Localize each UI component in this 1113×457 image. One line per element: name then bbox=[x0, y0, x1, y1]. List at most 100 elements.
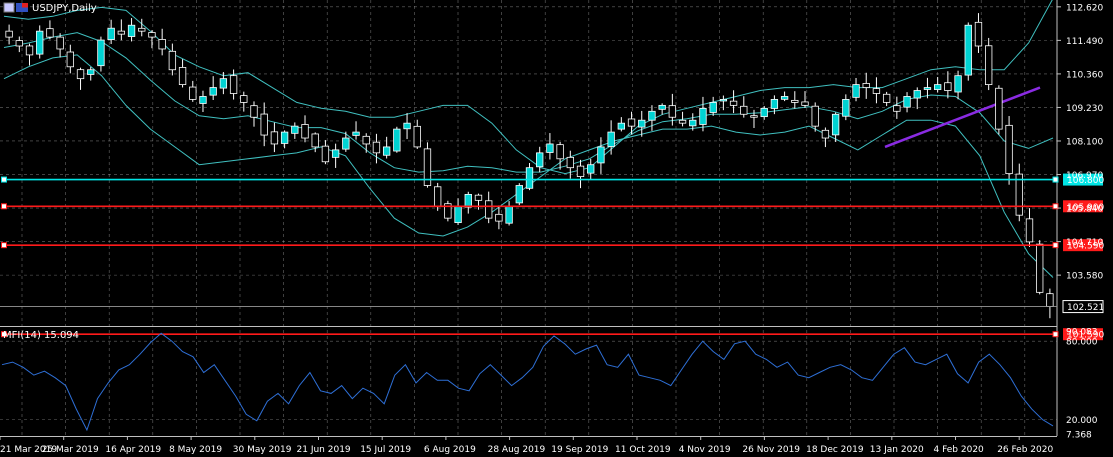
candle-body bbox=[219, 78, 228, 89]
candle-body bbox=[821, 129, 830, 139]
candle-body bbox=[638, 119, 646, 128]
candle-body bbox=[658, 104, 666, 110]
candle-body bbox=[362, 135, 370, 145]
bollinger-lower bbox=[3, 54, 1054, 278]
price-tick-label: 111.490 bbox=[1066, 37, 1103, 47]
time-tick-label: 19 Sep 2019 bbox=[551, 445, 608, 455]
candle-body bbox=[587, 164, 595, 174]
candle-body bbox=[709, 101, 717, 113]
candle-body bbox=[525, 167, 534, 189]
candle-body bbox=[66, 51, 74, 68]
mfi-tick-label: 90.083 bbox=[1066, 328, 1098, 338]
candle-body bbox=[566, 156, 574, 169]
mfi-line bbox=[1, 332, 1054, 432]
candle-body bbox=[403, 122, 411, 130]
candle-body bbox=[862, 83, 870, 88]
level-handle[interactable] bbox=[1052, 203, 1059, 210]
candle-body bbox=[1025, 218, 1034, 243]
candle-body bbox=[270, 131, 279, 145]
candle-body bbox=[280, 131, 289, 144]
candle-body bbox=[648, 110, 656, 121]
level-price-label: 101.590 bbox=[1067, 331, 1104, 341]
level-price-tag bbox=[1063, 173, 1103, 186]
flag-accent bbox=[22, 3, 28, 8]
level-price-tag bbox=[1063, 239, 1103, 252]
current-price-tag bbox=[1062, 300, 1104, 314]
candle-body bbox=[760, 107, 768, 118]
level-handle[interactable] bbox=[1, 331, 7, 338]
candle-body bbox=[260, 113, 268, 136]
time-tick-label: 6 Aug 2019 bbox=[424, 445, 476, 455]
level-handle[interactable] bbox=[1052, 242, 1059, 249]
candle-body bbox=[76, 69, 85, 80]
symbol-header: USDJPY,Daily bbox=[3, 2, 97, 14]
candle-body bbox=[903, 96, 911, 108]
candle-body bbox=[189, 86, 197, 100]
time-tick-label: 28 Aug 2019 bbox=[488, 445, 546, 455]
time-tick-label: 16 Apr 2019 bbox=[105, 445, 161, 455]
candle-body bbox=[352, 131, 360, 136]
candle-body bbox=[1036, 243, 1044, 293]
candle-body bbox=[240, 95, 248, 103]
mfi-indicator bbox=[1, 332, 1054, 432]
candle-body bbox=[464, 194, 472, 208]
time-tick-label: 15 Jul 2019 bbox=[360, 445, 411, 455]
candles bbox=[5, 13, 1054, 319]
candle-body bbox=[719, 99, 728, 102]
candle-body bbox=[995, 87, 1003, 130]
candle-body bbox=[954, 75, 962, 93]
candle-body bbox=[872, 88, 881, 94]
candle-body bbox=[964, 24, 972, 76]
level-handle[interactable] bbox=[1052, 331, 1059, 338]
time-tick-label: 4 Feb 2020 bbox=[934, 445, 985, 455]
price-levels[interactable] bbox=[0, 176, 1059, 338]
candle-body bbox=[107, 27, 115, 41]
price-axis: 106.800 105.900 104.590 101.590 102.521 112.6… bbox=[1057, 3, 1104, 441]
current-price-label: 102.521 bbox=[1067, 303, 1104, 313]
indicator-label: MFI(14) 15.094 bbox=[3, 330, 79, 341]
candle-body bbox=[1015, 173, 1023, 216]
candle-body bbox=[627, 118, 636, 127]
chart-title: USDJPY,Daily bbox=[32, 3, 97, 14]
candle-body bbox=[852, 84, 860, 98]
candle-body bbox=[1005, 124, 1013, 175]
level-price-label: 105.900 bbox=[1067, 203, 1104, 213]
price-tick-label: 112.620 bbox=[1066, 3, 1103, 13]
level-handle[interactable] bbox=[1052, 176, 1059, 183]
candle-body bbox=[678, 119, 687, 124]
candle-body bbox=[382, 146, 391, 156]
time-tick-label: 21 Mar 2019 bbox=[0, 445, 57, 455]
level-handle[interactable] bbox=[1, 176, 7, 183]
candle-body bbox=[536, 152, 544, 168]
trendline[interactable] bbox=[884, 86, 1041, 149]
candle-body bbox=[485, 200, 493, 219]
candle-body bbox=[25, 45, 34, 56]
level-handle[interactable] bbox=[1, 203, 7, 210]
candle-body bbox=[495, 213, 503, 222]
price-tick-label: 108.100 bbox=[1066, 137, 1103, 147]
candle-body bbox=[831, 113, 840, 136]
candle-body bbox=[46, 28, 54, 38]
price-tick-label: 105.840 bbox=[1066, 205, 1103, 215]
candle-body bbox=[617, 122, 626, 130]
time-tick-label: 11 Oct 2019 bbox=[615, 445, 671, 455]
candle-body bbox=[229, 75, 238, 94]
candle-body bbox=[699, 107, 707, 125]
candle-body bbox=[882, 93, 891, 103]
chart-window-icon bbox=[3, 2, 15, 13]
mfi-tick-label: 80.000 bbox=[1066, 338, 1098, 348]
candle-body bbox=[668, 105, 677, 118]
time-tick-label: 21 Jun 2019 bbox=[297, 445, 351, 455]
level-price-label: 104.590 bbox=[1067, 242, 1104, 252]
candle-body bbox=[576, 165, 585, 177]
candle-body bbox=[393, 128, 401, 152]
candle-body bbox=[505, 205, 513, 224]
candle-body bbox=[56, 36, 64, 50]
time-tick-label: 30 May 2019 bbox=[233, 445, 292, 455]
candle-body bbox=[1046, 293, 1054, 307]
candle-body bbox=[148, 32, 156, 38]
candle-body bbox=[342, 137, 350, 150]
grid bbox=[0, 0, 1058, 437]
level-handle[interactable] bbox=[1, 242, 7, 249]
time-tick-label: 26 Feb 2020 bbox=[997, 445, 1053, 455]
